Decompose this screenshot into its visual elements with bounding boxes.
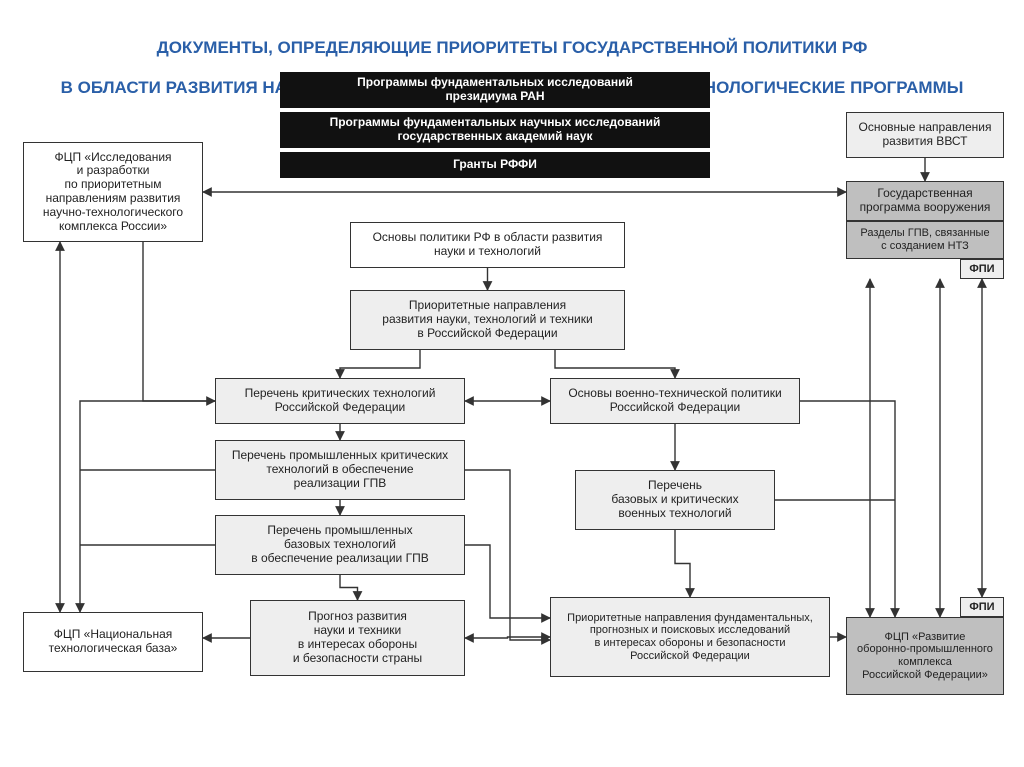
- title-line1: ДОКУМЕНТЫ, ОПРЕДЕЛЯЮЩИЕ ПРИОРИТЕТЫ ГОСУД…: [157, 38, 868, 57]
- node-osnvvst: Основные направления развития ВВСТ: [846, 112, 1004, 158]
- node-fpi_bot: ФПИ: [960, 597, 1004, 617]
- node-osnovy: Основы политики РФ в области развития на…: [350, 222, 625, 268]
- node-per_baz_mil: Перечень базовых и критических военных т…: [575, 470, 775, 530]
- node-gpv: Государственная программа вооружения: [846, 181, 1004, 221]
- node-fcp_opk: ФЦП «Развитие оборонно-промышленного ком…: [846, 617, 1004, 695]
- node-prior_dir: Приоритетные направления развития науки,…: [350, 290, 625, 350]
- node-nb1: Программы фундаментальных исследований п…: [280, 72, 710, 108]
- diagram-stage: ДОКУМЕНТЫ, ОПРЕДЕЛЯЮЩИЕ ПРИОРИТЕТЫ ГОСУД…: [0, 0, 1024, 767]
- node-nb2: Программы фундаментальных научных исслед…: [280, 112, 710, 148]
- node-per_prom_crit: Перечень промышленных критических технол…: [215, 440, 465, 500]
- node-osnovy_vtp: Основы военно-технической политики Росси…: [550, 378, 800, 424]
- node-per_prom_base: Перечень промышленных базовых технологий…: [215, 515, 465, 575]
- node-razdely_gpv: Разделы ГПВ, связанные с созданием НТЗ: [846, 221, 1004, 259]
- node-fpi_top: ФПИ: [960, 259, 1004, 279]
- node-per_crit_tech: Перечень критических технологий Российск…: [215, 378, 465, 424]
- node-prognoz: Прогноз развития науки и техники в интер…: [250, 600, 465, 676]
- node-fcp_ntb: ФЦП «Национальная технологическая база»: [23, 612, 203, 672]
- node-prior_fund: Приоритетные направления фундаментальных…: [550, 597, 830, 677]
- node-fcp_research: ФЦП «Исследования и разработки по приори…: [23, 142, 203, 242]
- node-nb3: Гранты РФФИ: [280, 152, 710, 178]
